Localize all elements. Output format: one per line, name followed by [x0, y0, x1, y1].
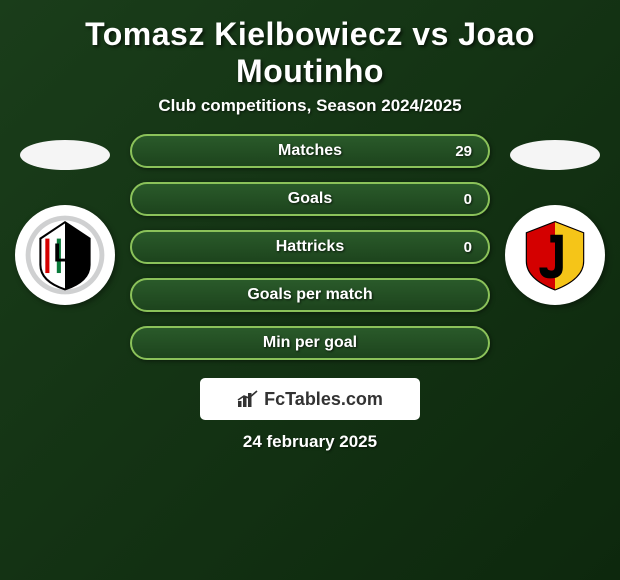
left-team-col: L — [10, 134, 120, 305]
stat-value-right: 0 — [464, 191, 472, 208]
stat-row-gpm: Goals per match — [130, 278, 490, 312]
subtitle: Club competitions, Season 2024/2025 — [0, 96, 620, 134]
stat-value-right: 0 — [464, 239, 472, 256]
stat-label: Min per goal — [263, 334, 357, 352]
right-ellipse — [510, 140, 600, 170]
stat-label: Matches — [278, 142, 342, 160]
left-ellipse — [20, 140, 110, 170]
chart-icon — [237, 390, 259, 408]
stat-value-right: 29 — [455, 143, 472, 160]
stat-label: Goals — [288, 190, 332, 208]
page-title: Tomasz Kielbowiecz vs Joao Moutinho — [0, 0, 620, 96]
date-text: 24 february 2025 — [0, 432, 620, 452]
credit-box[interactable]: FcTables.com — [200, 378, 420, 420]
stat-label: Goals per match — [247, 286, 372, 304]
left-team-logo: L — [15, 205, 115, 305]
jagiellonia-icon — [516, 216, 594, 294]
stat-label: Hattricks — [276, 238, 344, 256]
credit-label: FcTables.com — [264, 389, 383, 410]
stat-row-matches: Matches 29 — [130, 134, 490, 168]
right-team-col — [500, 134, 610, 305]
stat-row-mpg: Min per goal — [130, 326, 490, 360]
stats-column: Matches 29 Goals 0 Hattricks 0 Goals per… — [130, 134, 490, 360]
credit-text: FcTables.com — [237, 389, 383, 410]
right-team-logo — [505, 205, 605, 305]
stat-row-goals: Goals 0 — [130, 182, 490, 216]
svg-text:L: L — [54, 238, 70, 268]
stat-row-hattricks: Hattricks 0 — [130, 230, 490, 264]
content-row: L Matches 29 Goals 0 Hattricks 0 Goals p… — [0, 134, 620, 360]
legia-icon: L — [24, 214, 106, 296]
